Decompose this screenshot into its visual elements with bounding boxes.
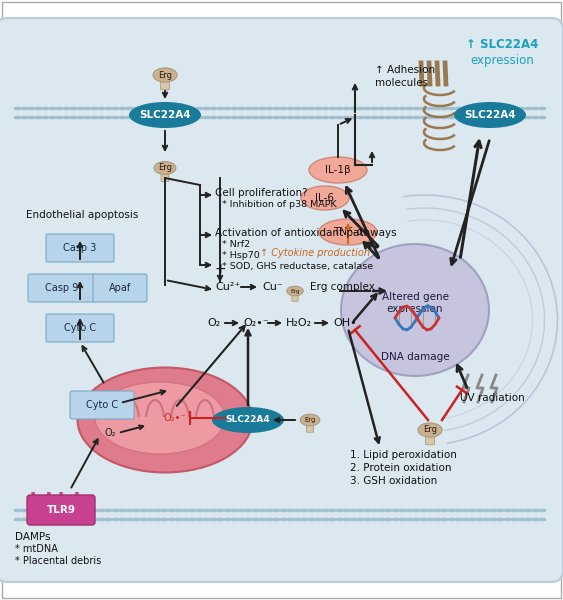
Ellipse shape — [301, 186, 349, 210]
Ellipse shape — [418, 423, 442, 437]
Ellipse shape — [212, 407, 284, 433]
Text: Cu²⁺: Cu²⁺ — [215, 282, 240, 292]
Text: Erg: Erg — [290, 289, 300, 293]
Text: expression: expression — [470, 54, 534, 67]
Text: * SOD, GHS reductase, catalase: * SOD, GHS reductase, catalase — [222, 262, 373, 271]
FancyBboxPatch shape — [27, 495, 95, 525]
Text: Altered gene: Altered gene — [382, 292, 449, 302]
Text: Erg: Erg — [423, 425, 437, 434]
Text: TLR9: TLR9 — [47, 505, 75, 515]
FancyBboxPatch shape — [160, 79, 169, 90]
Text: 1. Lipid peroxidation: 1. Lipid peroxidation — [350, 450, 457, 460]
Text: TNF-α: TNF-α — [333, 227, 363, 237]
Text: SLC22A4: SLC22A4 — [139, 110, 191, 120]
Text: SLC22A4: SLC22A4 — [226, 415, 270, 425]
Text: Apaf: Apaf — [109, 283, 131, 293]
Ellipse shape — [95, 382, 225, 454]
Text: O₂•⁻: O₂•⁻ — [243, 318, 269, 328]
Text: Erg: Erg — [158, 70, 172, 79]
Text: H₂O₂: H₂O₂ — [286, 318, 312, 328]
Text: Cyto C: Cyto C — [86, 400, 118, 410]
Text: Erg: Erg — [158, 163, 172, 173]
Ellipse shape — [319, 219, 377, 245]
Text: DNA damage: DNA damage — [381, 352, 449, 362]
Text: * Inhibition of p38 MAPK: * Inhibition of p38 MAPK — [222, 200, 337, 209]
Text: +: + — [214, 262, 226, 276]
Text: IL-6: IL-6 — [315, 193, 334, 203]
Text: O₂•⁻: O₂•⁻ — [164, 413, 186, 423]
Text: Casp 3: Casp 3 — [63, 243, 97, 253]
Text: Erg complex: Erg complex — [310, 282, 375, 292]
FancyBboxPatch shape — [70, 391, 134, 419]
Ellipse shape — [454, 102, 526, 128]
Text: ↑ Adhesion: ↑ Adhesion — [375, 65, 435, 75]
FancyBboxPatch shape — [161, 172, 169, 181]
Text: IL-1β: IL-1β — [325, 165, 351, 175]
Text: OH•: OH• — [333, 318, 356, 328]
FancyBboxPatch shape — [93, 274, 147, 302]
Text: * mtDNA: * mtDNA — [15, 544, 58, 554]
Text: expression: expression — [387, 304, 443, 314]
Text: * Placental debris: * Placental debris — [15, 556, 101, 566]
Text: 3. GSH oxidation: 3. GSH oxidation — [350, 476, 437, 486]
Ellipse shape — [153, 68, 177, 82]
FancyBboxPatch shape — [46, 234, 114, 262]
FancyBboxPatch shape — [306, 423, 314, 432]
FancyBboxPatch shape — [28, 274, 96, 302]
Text: O₂: O₂ — [207, 318, 220, 328]
Ellipse shape — [154, 161, 176, 175]
Text: UV radiation: UV radiation — [459, 393, 524, 403]
Ellipse shape — [129, 102, 201, 128]
Text: Cell proliferation?: Cell proliferation? — [215, 188, 307, 198]
Text: Casp 9: Casp 9 — [45, 283, 79, 293]
Text: Cyto C: Cyto C — [64, 323, 96, 333]
Text: ↑ SLC22A4: ↑ SLC22A4 — [466, 38, 538, 51]
Text: Endothelial apoptosis: Endothelial apoptosis — [26, 210, 138, 220]
FancyBboxPatch shape — [46, 314, 114, 342]
Text: Activation of antioxidant pathways: Activation of antioxidant pathways — [215, 228, 396, 238]
Text: * Nrf2: * Nrf2 — [222, 240, 250, 249]
Text: molecules: molecules — [375, 78, 428, 88]
Text: DAMPs: DAMPs — [15, 532, 51, 542]
Text: ↑ Cytokine production: ↑ Cytokine production — [260, 248, 370, 258]
Text: 2. Protein oxidation: 2. Protein oxidation — [350, 463, 452, 473]
Text: SLC22A4: SLC22A4 — [464, 110, 516, 120]
FancyBboxPatch shape — [0, 18, 563, 582]
Text: O₂: O₂ — [104, 428, 116, 438]
Ellipse shape — [287, 286, 303, 296]
FancyBboxPatch shape — [292, 293, 298, 301]
Text: * Hsp70: * Hsp70 — [222, 251, 260, 260]
Text: Cu⁻: Cu⁻ — [262, 282, 283, 292]
Ellipse shape — [78, 367, 252, 473]
Ellipse shape — [309, 157, 367, 183]
FancyBboxPatch shape — [426, 434, 434, 445]
Ellipse shape — [341, 244, 489, 376]
Ellipse shape — [300, 414, 320, 426]
Text: Erg: Erg — [305, 417, 316, 423]
